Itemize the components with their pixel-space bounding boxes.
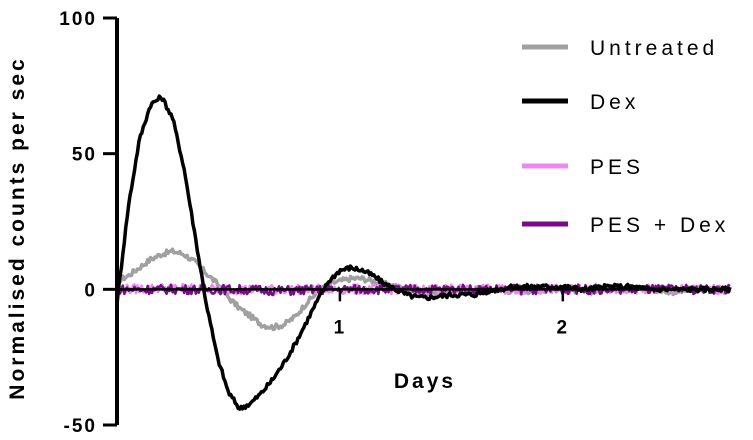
x-axis-title: Days [394, 370, 456, 393]
legend: Untreated Dex PES PES + Dex [522, 37, 729, 237]
legend-label-dex: Dex [590, 91, 639, 114]
plot-area [115, 94, 732, 411]
series-line-dex [115, 94, 732, 411]
legend-label-untreated: Untreated [590, 37, 718, 60]
axes [115, 18, 730, 425]
x-tick-label: 1 [334, 317, 347, 338]
y-tick-label: -50 [64, 416, 97, 437]
y-tick-label: 100 [59, 9, 97, 30]
y-axis-title: Normalised counts per sec [6, 56, 29, 399]
x-tick-label: 2 [557, 317, 570, 338]
y-tick-label: 0 [84, 280, 97, 301]
ticks: 100 50 0 -50 1 2 [59, 9, 570, 437]
legend-label-pes-dex: PES + Dex [590, 214, 729, 237]
legend-label-pes: PES [590, 156, 644, 179]
y-tick-label: 50 [72, 145, 97, 166]
